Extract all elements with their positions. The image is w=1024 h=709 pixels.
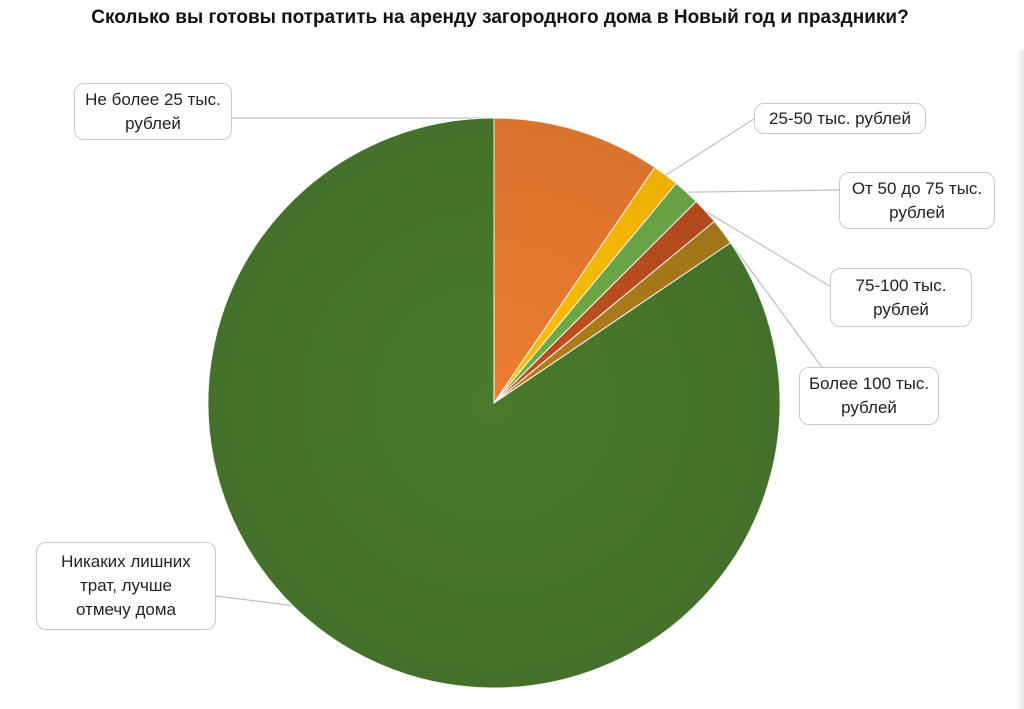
leader-line-2 xyxy=(665,118,755,176)
pie-shading xyxy=(208,118,780,688)
chart-title: Сколько вы готовы потратить на аренду за… xyxy=(91,7,909,28)
data-label-slice-4: 75-100 тыс. рублей xyxy=(830,268,972,327)
data-label-slice-3: От 50 до 75 тыс. рублей xyxy=(839,172,995,229)
leader-line-5 xyxy=(722,231,825,371)
data-label-slice-6: Никаких лишних трат, лучше отмечу дома xyxy=(36,542,216,630)
data-label-slice-5: Более 100 тыс. рублей xyxy=(799,367,939,425)
leader-line-4 xyxy=(705,210,837,291)
data-label-slice-2: 25-50 тыс. рублей xyxy=(754,103,926,134)
page-edge-shadow xyxy=(1016,50,1024,709)
data-label-slice-1: Не более 25 тыс. рублей xyxy=(74,83,232,140)
pie-slices xyxy=(207,117,781,689)
leader-lines xyxy=(215,117,840,627)
leader-line-3 xyxy=(686,189,840,193)
